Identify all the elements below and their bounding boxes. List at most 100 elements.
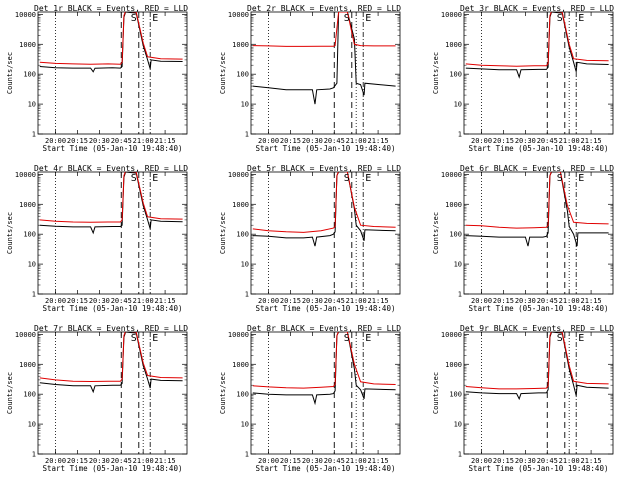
y-tick-label: 100 <box>236 231 249 239</box>
x-tick-label: 21:15 <box>155 137 176 145</box>
plot-area <box>465 332 609 454</box>
y-tick-label: 1000 <box>445 201 462 209</box>
marker-s-label: S <box>344 13 350 24</box>
y-tick-label: 1 <box>245 451 249 459</box>
y-tick-label: 10 <box>241 261 249 269</box>
marker-s-label: S <box>344 173 350 184</box>
x-tick-label: 20:45 <box>324 137 345 145</box>
x-tick-label: 21:00 <box>133 137 154 145</box>
x-tick-label: 21:00 <box>133 457 154 465</box>
x-tick-label: 21:00 <box>346 457 367 465</box>
x-tick-label: 21:00 <box>133 297 154 305</box>
x-tick-label: 20:45 <box>111 457 132 465</box>
x-tick-label: 21:00 <box>559 137 580 145</box>
x-tick-label: 20:30 <box>302 137 323 145</box>
panel-2: Det 2r BLACK = Events, RED = LLD 1 10 100 10… <box>219 4 401 153</box>
y-tick-label: 10 <box>454 101 462 109</box>
y-tick-label: 10 <box>28 261 36 269</box>
x-tick-label: 20:00 <box>45 137 66 145</box>
x-axis-label: Start Time (05-Jan-10 19:48:40) <box>469 464 609 473</box>
panel-7: Det 7r BLACK = Events, RED = LLD 1 10 100 10… <box>6 324 188 473</box>
x-tick-label: 20:00 <box>471 457 492 465</box>
x-axis-label: Start Time (05-Jan-10 19:48:40) <box>43 304 183 313</box>
y-tick-label: 10 <box>28 421 36 429</box>
marker-s-label: S <box>344 333 350 344</box>
y-tick-label: 100 <box>236 391 249 399</box>
y-tick-label: 1 <box>458 291 462 299</box>
x-tick-label: 20:15 <box>280 297 301 305</box>
x-tick-label: 20:45 <box>537 137 558 145</box>
x-tick-label: 21:15 <box>155 297 176 305</box>
marker-e-label: E <box>365 333 371 344</box>
y-tick-label: 10 <box>28 101 36 109</box>
plot-frame <box>463 11 614 135</box>
x-tick-label: 21:00 <box>559 457 580 465</box>
series-lld <box>252 172 396 233</box>
y-tick-label: 10000 <box>228 171 249 179</box>
plot-area <box>465 172 609 294</box>
x-tick-label: 21:15 <box>368 457 389 465</box>
series-events <box>252 172 396 247</box>
series-lld <box>465 332 609 390</box>
x-axis-label: Start Time (05-Jan-10 19:48:40) <box>43 144 183 153</box>
y-tick-label: 10 <box>454 261 462 269</box>
x-tick-label: 20:00 <box>258 297 279 305</box>
x-tick-label: 20:30 <box>515 297 536 305</box>
x-tick-label: 20:15 <box>280 457 301 465</box>
marker-e-label: E <box>365 173 371 184</box>
panel-title: Det 6r BLACK = Events, RED = LLD <box>460 164 614 173</box>
y-tick-label: 10 <box>454 421 462 429</box>
x-tick-label: 20:30 <box>89 457 110 465</box>
panel-title: Det 5r BLACK = Events, RED = LLD <box>247 164 401 173</box>
series-events <box>465 172 609 247</box>
y-tick-label: 10000 <box>15 171 36 179</box>
panel-6: Det 6r BLACK = Events, RED = LLD 1 10 100 10… <box>432 164 614 313</box>
x-axis-label: Start Time (05-Jan-10 19:48:40) <box>256 304 396 313</box>
y-tick-label: 1 <box>245 291 249 299</box>
panel-title: Det 2r BLACK = Events, RED = LLD <box>247 4 401 13</box>
plot-frame <box>250 171 401 295</box>
x-tick-label: 20:00 <box>45 297 66 305</box>
plot-frame <box>37 171 188 295</box>
panel-title: Det 7r BLACK = Events, RED = LLD <box>34 324 188 333</box>
series-events <box>39 12 183 73</box>
x-axis-label: Start Time (05-Jan-10 19:48:40) <box>469 144 609 153</box>
marker-s-label: S <box>131 13 137 24</box>
y-tick-label: 100 <box>236 71 249 79</box>
x-tick-label: 21:15 <box>155 457 176 465</box>
y-axis-label: Counts/sec <box>219 52 227 94</box>
plot-frame <box>250 11 401 135</box>
panel-3: Det 3r BLACK = Events, RED = LLD 1 10 100 10… <box>432 4 614 153</box>
x-tick-label: 20:45 <box>324 297 345 305</box>
series-events <box>252 12 396 105</box>
panel-1: Det 1r BLACK = Events, RED = LLD 1 10 100 10… <box>6 4 188 153</box>
y-axis-label: Counts/sec <box>432 212 440 254</box>
x-axis-label: Start Time (05-Jan-10 19:48:40) <box>256 144 396 153</box>
y-axis-label: Counts/sec <box>219 212 227 254</box>
x-tick-label: 20:15 <box>493 137 514 145</box>
y-tick-label: 100 <box>23 231 36 239</box>
x-tick-label: 21:15 <box>368 297 389 305</box>
x-tick-label: 21:15 <box>581 297 602 305</box>
y-tick-label: 1000 <box>19 361 36 369</box>
y-tick-label: 10000 <box>441 11 462 19</box>
y-tick-label: 10000 <box>15 11 36 19</box>
y-axis-label: Counts/sec <box>219 372 227 414</box>
marker-e-label: E <box>578 333 584 344</box>
x-tick-label: 20:15 <box>280 137 301 145</box>
series-lld <box>39 172 183 223</box>
y-tick-label: 10000 <box>228 11 249 19</box>
y-tick-label: 1 <box>458 131 462 139</box>
series-lld <box>465 172 609 229</box>
x-tick-label: 20:00 <box>258 137 279 145</box>
plot-area <box>465 12 609 134</box>
plot-area <box>39 172 183 294</box>
panel-title: Det 9r BLACK = Events, RED = LLD <box>460 324 614 333</box>
x-tick-label: 20:15 <box>67 457 88 465</box>
x-tick-label: 21:00 <box>559 297 580 305</box>
x-tick-label: 20:30 <box>89 297 110 305</box>
marker-s-label: S <box>131 333 137 344</box>
y-tick-label: 1 <box>32 131 36 139</box>
marker-e-label: E <box>152 173 158 184</box>
x-tick-label: 21:00 <box>346 137 367 145</box>
